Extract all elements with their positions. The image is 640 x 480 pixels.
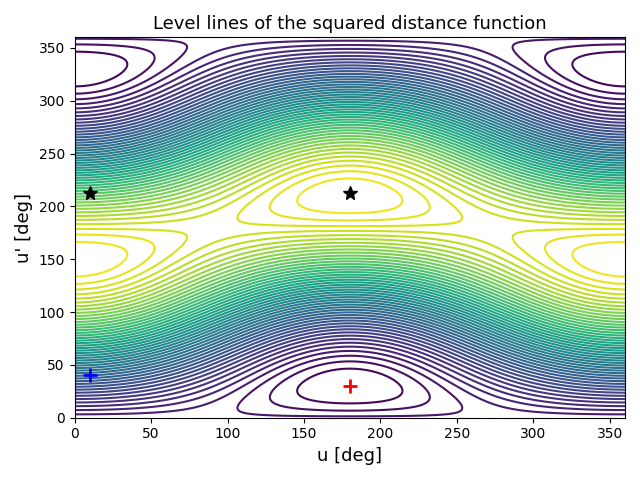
Y-axis label: u' [deg]: u' [deg] [15, 192, 33, 263]
X-axis label: u [deg]: u [deg] [317, 447, 382, 465]
Title: Level lines of the squared distance function: Level lines of the squared distance func… [153, 15, 547, 33]
